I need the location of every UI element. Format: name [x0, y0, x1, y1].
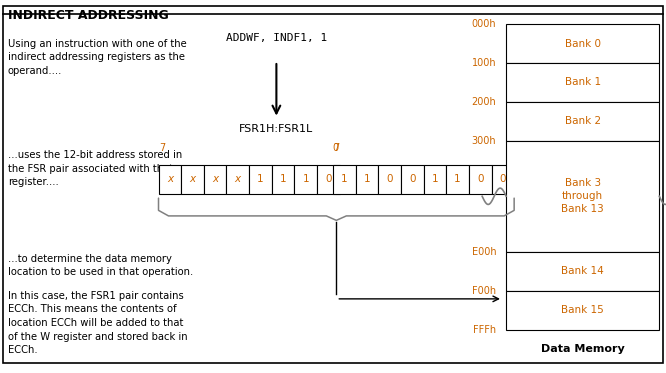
Bar — [181, 165, 204, 194]
Text: Data Memory: Data Memory — [541, 344, 625, 354]
Text: ...uses the 12-bit address stored in
the FSR pair associated with that
register.: ...uses the 12-bit address stored in the… — [8, 150, 182, 187]
Bar — [401, 165, 424, 194]
Text: F00h: F00h — [472, 286, 496, 296]
Text: 100h: 100h — [472, 58, 496, 68]
Text: 7: 7 — [334, 143, 340, 153]
Text: 1: 1 — [432, 174, 438, 184]
Bar — [294, 165, 317, 194]
Bar — [424, 165, 446, 194]
Text: E00h: E00h — [472, 247, 496, 257]
Bar — [317, 165, 340, 194]
Bar — [492, 165, 514, 194]
Text: 0: 0 — [500, 174, 506, 184]
Text: 1: 1 — [341, 174, 348, 184]
Text: 300h: 300h — [472, 136, 496, 146]
Text: Bank 14: Bank 14 — [561, 266, 604, 276]
Bar — [204, 165, 226, 194]
Text: 0: 0 — [507, 143, 513, 153]
Text: FFFh: FFFh — [473, 325, 496, 335]
Bar — [506, 291, 659, 330]
Text: 1: 1 — [454, 174, 461, 184]
Text: 1: 1 — [280, 174, 286, 184]
Text: ...to determine the data memory
location to be used in that operation.: ...to determine the data memory location… — [8, 254, 193, 277]
Text: 0: 0 — [409, 174, 416, 184]
Bar — [506, 141, 659, 252]
Bar — [506, 63, 659, 102]
Text: FSR1H:FSR1L: FSR1H:FSR1L — [239, 124, 314, 134]
Text: x: x — [189, 174, 196, 184]
Text: 1: 1 — [364, 174, 370, 184]
Text: 000h: 000h — [472, 19, 496, 29]
Text: 0: 0 — [386, 174, 393, 184]
Text: x: x — [212, 174, 218, 184]
Bar — [469, 165, 492, 194]
Text: 200h: 200h — [472, 97, 496, 107]
Text: Bank 1: Bank 1 — [565, 78, 601, 87]
Text: 0: 0 — [325, 174, 332, 184]
Text: x: x — [166, 174, 173, 184]
Text: ADDWF, INDF1, 1: ADDWF, INDF1, 1 — [226, 33, 327, 43]
Text: Bank 15: Bank 15 — [561, 305, 604, 315]
Bar — [506, 252, 659, 291]
Bar — [159, 165, 181, 194]
Bar — [506, 24, 659, 63]
Text: 1: 1 — [302, 174, 309, 184]
Text: 0: 0 — [477, 174, 484, 184]
Text: Bank 2: Bank 2 — [565, 116, 601, 126]
Text: 7: 7 — [159, 143, 165, 153]
Bar — [226, 165, 249, 194]
Bar — [378, 165, 401, 194]
Text: INDIRECT ADDRESSING: INDIRECT ADDRESSING — [8, 9, 168, 22]
Bar — [333, 165, 356, 194]
Text: Bank 0: Bank 0 — [565, 38, 601, 48]
Text: 0: 0 — [333, 143, 339, 153]
Bar — [356, 165, 378, 194]
Bar — [249, 165, 272, 194]
Text: Bank 3
through
Bank 13: Bank 3 through Bank 13 — [561, 179, 604, 214]
Bar — [272, 165, 294, 194]
Bar — [446, 165, 469, 194]
Text: Using an instruction with one of the
indirect addressing registers as the
operan: Using an instruction with one of the ind… — [8, 39, 186, 76]
Text: 1: 1 — [257, 174, 264, 184]
Bar — [506, 102, 659, 141]
Text: In this case, the FSR1 pair contains
ECCh. This means the contents of
location E: In this case, the FSR1 pair contains ECC… — [8, 291, 188, 355]
Text: x: x — [234, 174, 241, 184]
